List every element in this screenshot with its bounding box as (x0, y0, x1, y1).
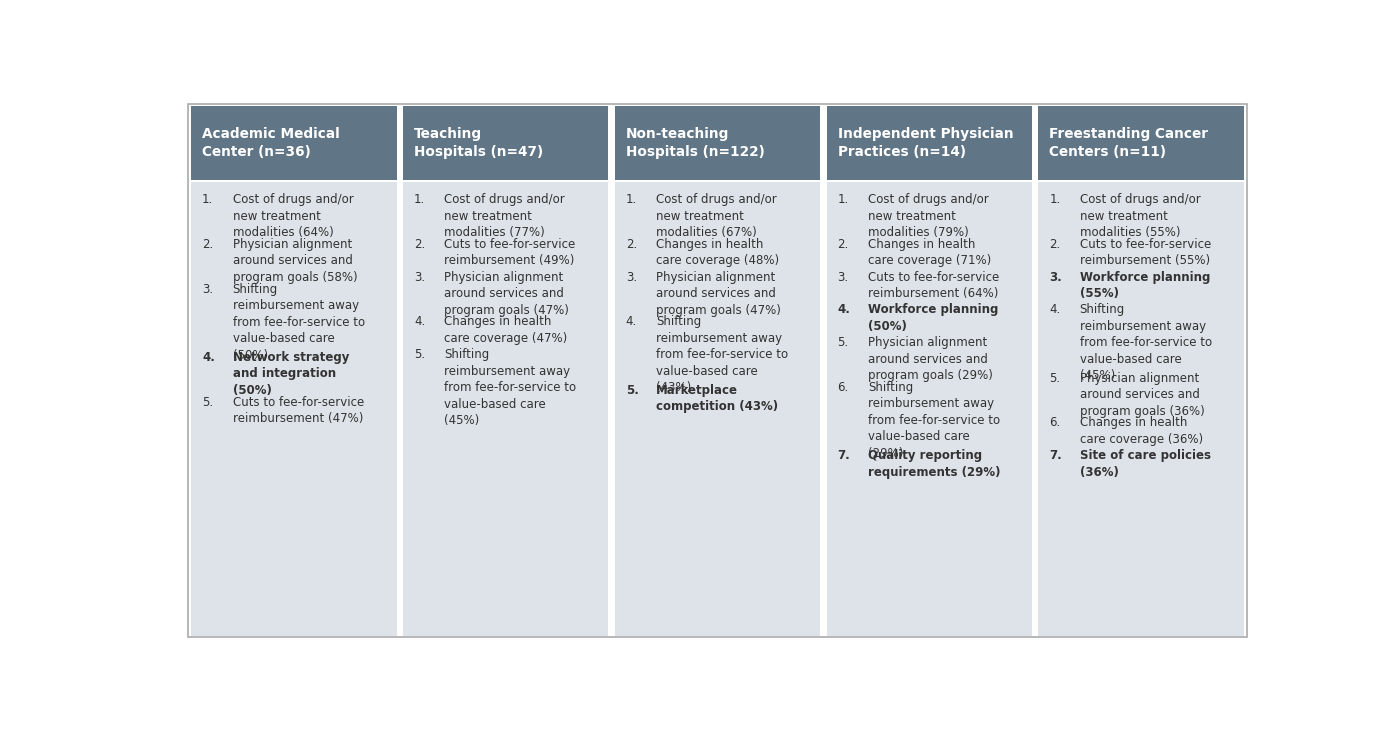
Text: 2.: 2. (626, 238, 637, 251)
Text: 5.: 5. (414, 348, 426, 361)
Text: Shifting
reimbursement away
from fee-for-service to
value-based care
(45%): Shifting reimbursement away from fee-for… (1079, 303, 1212, 382)
Text: 5.: 5. (837, 336, 848, 349)
Text: Cuts to fee-for-service
reimbursement (55%): Cuts to fee-for-service reimbursement (5… (1079, 238, 1211, 267)
Text: 7.: 7. (837, 449, 850, 462)
Text: Physician alignment
around services and
program goals (36%): Physician alignment around services and … (1079, 372, 1204, 418)
Text: Workforce planning
(55%): Workforce planning (55%) (1079, 271, 1210, 300)
Text: 4.: 4. (1049, 303, 1061, 316)
Text: 2.: 2. (414, 238, 426, 251)
Text: 2.: 2. (1049, 238, 1061, 251)
Text: Physician alignment
around services and
program goals (29%): Physician alignment around services and … (868, 336, 993, 382)
Text: 3.: 3. (202, 283, 213, 296)
Text: 2.: 2. (837, 238, 848, 251)
Text: 1.: 1. (202, 193, 213, 206)
Text: Shifting
reimbursement away
from fee-for-service to
value-based care
(50%): Shifting reimbursement away from fee-for… (232, 283, 364, 362)
Text: Changes in health
care coverage (47%): Changes in health care coverage (47%) (444, 316, 567, 345)
Text: Shifting
reimbursement away
from fee-for-service to
value-based care
(45%): Shifting reimbursement away from fee-for… (444, 348, 577, 427)
Text: Changes in health
care coverage (36%): Changes in health care coverage (36%) (1079, 416, 1203, 446)
Text: Non-teaching
Hospitals (n=122): Non-teaching Hospitals (n=122) (626, 127, 764, 159)
Text: Cuts to fee-for-service
reimbursement (47%): Cuts to fee-for-service reimbursement (4… (232, 396, 364, 425)
Text: Cuts to fee-for-service
reimbursement (49%): Cuts to fee-for-service reimbursement (4… (444, 238, 575, 267)
Text: Changes in health
care coverage (71%): Changes in health care coverage (71%) (868, 238, 991, 267)
Text: 1.: 1. (626, 193, 637, 206)
Text: Cost of drugs and/or
new treatment
modalities (55%): Cost of drugs and/or new treatment modal… (1079, 193, 1200, 239)
Text: Academic Medical
Center (n=36): Academic Medical Center (n=36) (202, 127, 340, 159)
Text: Freestanding Cancer
Centers (n=11): Freestanding Cancer Centers (n=11) (1049, 127, 1208, 159)
Text: Site of care policies
(36%): Site of care policies (36%) (1079, 449, 1211, 479)
Text: Cost of drugs and/or
new treatment
modalities (64%): Cost of drugs and/or new treatment modal… (232, 193, 353, 239)
Text: Independent Physician
Practices (n=14): Independent Physician Practices (n=14) (837, 127, 1014, 159)
Text: Physician alignment
around services and
program goals (47%): Physician alignment around services and … (657, 271, 781, 316)
Text: 1.: 1. (1049, 193, 1061, 206)
Bar (1039, 182, 1243, 636)
Text: 6.: 6. (837, 381, 848, 394)
Bar (826, 106, 1032, 181)
Bar (826, 182, 1032, 636)
Text: 2.: 2. (202, 238, 213, 251)
Text: Cost of drugs and/or
new treatment
modalities (79%): Cost of drugs and/or new treatment modal… (868, 193, 988, 239)
Text: 4.: 4. (837, 303, 850, 316)
Bar (403, 106, 609, 181)
Text: Workforce planning
(50%): Workforce planning (50%) (868, 303, 998, 333)
Text: Teaching
Hospitals (n=47): Teaching Hospitals (n=47) (414, 127, 543, 159)
Text: Cost of drugs and/or
new treatment
modalities (77%): Cost of drugs and/or new treatment modal… (444, 193, 566, 239)
Text: 4.: 4. (414, 316, 426, 328)
Bar (192, 106, 396, 181)
Text: Physician alignment
around services and
program goals (47%): Physician alignment around services and … (444, 271, 570, 316)
Bar (192, 182, 396, 636)
Text: Shifting
reimbursement away
from fee-for-service to
value-based care
(43%): Shifting reimbursement away from fee-for… (657, 316, 788, 394)
Text: Cost of drugs and/or
new treatment
modalities (67%): Cost of drugs and/or new treatment modal… (657, 193, 777, 239)
Text: 5.: 5. (626, 384, 638, 396)
Text: Physician alignment
around services and
program goals (58%): Physician alignment around services and … (232, 238, 357, 284)
Text: Quality reporting
requirements (29%): Quality reporting requirements (29%) (868, 449, 1001, 479)
Text: 6.: 6. (1049, 416, 1061, 429)
Text: 3.: 3. (414, 271, 426, 283)
Text: 3.: 3. (837, 271, 848, 283)
Bar (403, 182, 609, 636)
Text: Network strategy
and integration
(50%): Network strategy and integration (50%) (232, 351, 349, 397)
Text: Cuts to fee-for-service
reimbursement (64%): Cuts to fee-for-service reimbursement (6… (868, 271, 1000, 300)
Text: 1.: 1. (414, 193, 426, 206)
Text: 4.: 4. (202, 351, 216, 364)
Bar (1039, 106, 1243, 181)
Text: 7.: 7. (1049, 449, 1063, 462)
Text: 1.: 1. (837, 193, 848, 206)
Text: 5.: 5. (202, 396, 213, 409)
Bar (615, 182, 820, 636)
Text: Marketplace
competition (43%): Marketplace competition (43%) (657, 384, 778, 413)
Bar (615, 106, 820, 181)
Text: Shifting
reimbursement away
from fee-for-service to
value-based care
(29%): Shifting reimbursement away from fee-for… (868, 381, 1000, 459)
Text: 4.: 4. (626, 316, 637, 328)
Text: 3.: 3. (626, 271, 637, 283)
Text: 5.: 5. (1049, 372, 1060, 385)
Text: Changes in health
care coverage (48%): Changes in health care coverage (48%) (657, 238, 780, 267)
Text: 3.: 3. (1049, 271, 1063, 283)
